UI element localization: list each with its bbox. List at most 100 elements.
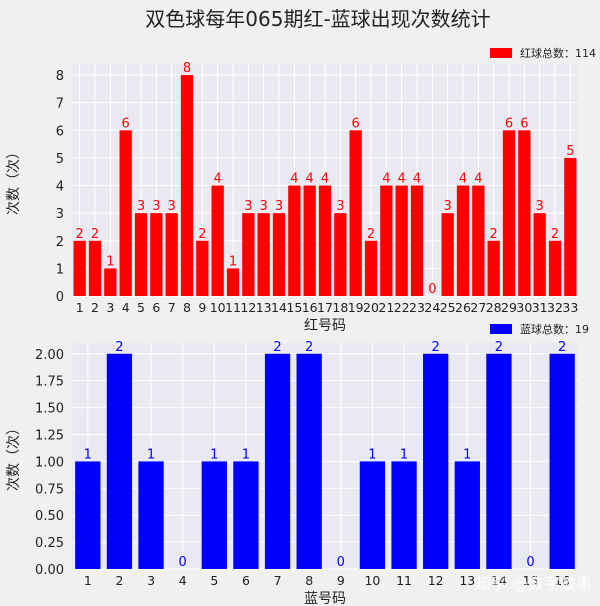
x-tick-label: 4 [122, 300, 130, 315]
x-tick-label: 20 [363, 300, 379, 315]
x-tick-label: 2 [91, 300, 99, 315]
y-tick-label: 1.75 [35, 375, 64, 390]
legend-label: 蓝球总数：19 [520, 322, 589, 336]
x-tick-label: 8 [183, 300, 191, 315]
bar [334, 213, 347, 296]
x-tick-label: 11 [225, 300, 241, 315]
x-tick-label: 13 [459, 573, 475, 588]
bar-value-label: 1 [210, 447, 218, 462]
y-tick-label: 0.75 [35, 482, 64, 497]
y-tick-label: 0.25 [35, 536, 64, 551]
bar [391, 461, 417, 569]
bar [119, 130, 132, 296]
bar [75, 461, 101, 569]
x-tick-label: 6 [152, 300, 160, 315]
legend-swatch [490, 324, 512, 334]
bar-value-label: 3 [444, 199, 452, 214]
x-tick-label: 14 [271, 300, 287, 315]
bar-value-label: 2 [198, 227, 206, 242]
bar [196, 240, 209, 296]
x-tick-label: 13 [256, 300, 272, 315]
bar [138, 461, 164, 569]
x-tick-label: 24 [424, 300, 440, 315]
y-tick-label: 7 [56, 97, 64, 112]
x-tick-label: 3 [147, 573, 155, 588]
bar [441, 213, 454, 296]
y-tick-label: 1.50 [35, 402, 64, 417]
bar-value-label: 3 [275, 199, 283, 214]
x-axis-label: 蓝号码 [304, 591, 346, 606]
x-tick-label: 21 [378, 300, 394, 315]
bar-value-label: 6 [520, 116, 528, 131]
x-tick-label: 25 [440, 300, 456, 315]
bar-value-label: 4 [459, 172, 467, 187]
bar-value-label: 6 [505, 116, 513, 131]
bar [180, 75, 194, 296]
bar [472, 185, 485, 296]
bar-value-label: 4 [306, 172, 314, 187]
x-tick-label: 11 [396, 573, 412, 588]
y-tick-label: 2.00 [35, 348, 64, 363]
y-tick-label: 2 [56, 235, 64, 250]
x-tick-label: 12 [240, 300, 256, 315]
bar [502, 130, 516, 296]
x-tick-label: 16 [302, 300, 318, 315]
x-tick-label: 4 [179, 573, 187, 588]
x-tick-label: 15 [523, 573, 539, 588]
bar-value-label: 2 [551, 227, 559, 242]
bar [380, 185, 393, 296]
blue-ball-chart: 0.000.250.500.751.001.251.501.752.001 2 3 4… [6, 322, 589, 606]
bar [454, 461, 480, 569]
bar [226, 268, 240, 296]
x-tick-label: 22 [394, 300, 410, 315]
x-tick-label: 2 [115, 573, 123, 588]
bar-value-label: 2 [273, 340, 281, 355]
bar [272, 213, 286, 296]
x-tick-label: 19 [348, 300, 364, 315]
x-tick-label: 28 [486, 300, 502, 315]
x-tick-label: 33 [562, 300, 578, 315]
x-tick-label: 32 [547, 300, 563, 315]
x-tick-label: 27 [470, 300, 486, 315]
bar [73, 240, 86, 296]
bar-value-label: 1 [400, 447, 408, 462]
x-tick-label: 16 [554, 573, 570, 588]
x-tick-label: 31 [532, 300, 548, 315]
bar-value-label: 1 [229, 254, 237, 269]
legend-label: 红球总数：114 [520, 46, 596, 60]
bar [288, 185, 301, 296]
x-tick-label: 1 [84, 573, 92, 588]
bar [233, 461, 259, 569]
bar-value-label: 0 [526, 555, 534, 570]
bar-value-label: 2 [558, 340, 566, 355]
x-tick-label: 10 [210, 300, 226, 315]
bar-value-label: 4 [398, 172, 406, 187]
bar-value-label: 2 [495, 340, 503, 355]
x-tick-label: 17 [317, 300, 333, 315]
x-axis-label: 红号码 [304, 318, 346, 334]
bar [211, 185, 224, 296]
bar-value-label: 1 [106, 254, 114, 269]
bar-value-label: 1 [147, 447, 155, 462]
bar-value-label: 1 [84, 447, 92, 462]
chart-title: 双色球每年065期红-蓝球出现次数统计 [145, 7, 490, 31]
x-tick-label: 8 [305, 573, 313, 588]
bar [349, 130, 362, 296]
x-tick-label: 12 [428, 573, 444, 588]
bar-value-label: 2 [367, 227, 375, 242]
y-tick-label: 0.50 [35, 509, 64, 524]
bar-value-label: 2 [305, 340, 313, 355]
x-tick-label: 14 [491, 573, 507, 588]
bar-value-label: 4 [474, 172, 482, 187]
x-tick-label: 7 [274, 573, 282, 588]
bar-value-label: 2 [76, 227, 84, 242]
y-tick-label: 3 [56, 207, 64, 222]
bar-value-label: 1 [368, 447, 376, 462]
bar [134, 213, 148, 296]
x-tick-label: 1 [76, 300, 84, 315]
bar [487, 240, 500, 296]
y-tick-label: 1 [56, 262, 64, 277]
bar-value-label: 4 [290, 172, 298, 187]
y-tick-label: 8 [56, 69, 64, 84]
x-tick-label: 9 [337, 573, 345, 588]
